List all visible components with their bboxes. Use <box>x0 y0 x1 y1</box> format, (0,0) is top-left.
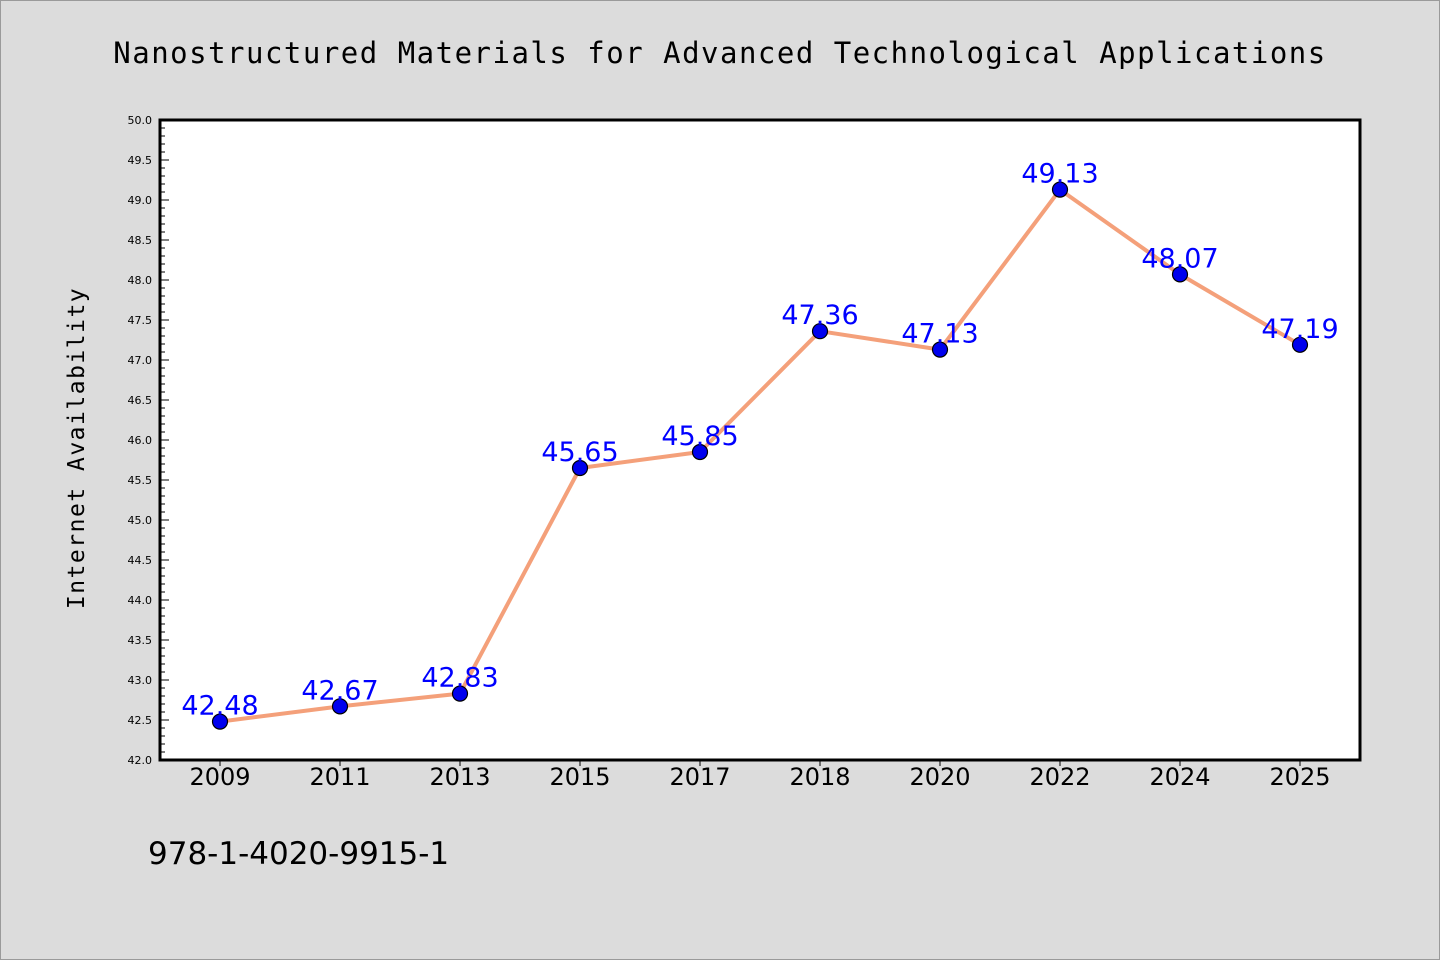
y-tick-label: 43.0 <box>128 674 153 687</box>
x-tick-label: 2024 <box>1149 763 1210 791</box>
x-tick-label: 2022 <box>1029 763 1090 791</box>
data-label: 47.13 <box>901 319 978 350</box>
x-tick-label: 2015 <box>549 763 610 791</box>
y-tick-label: 49.5 <box>128 154 153 167</box>
y-tick-label: 50.0 <box>128 114 153 127</box>
x-tick-label: 2018 <box>789 763 850 791</box>
data-point <box>691 443 709 461</box>
plot-area <box>158 118 1362 762</box>
data-label: 45.65 <box>541 437 618 468</box>
x-tick-label: 2009 <box>189 763 250 791</box>
y-axis-ticks: 42.0 42.5 43.0 43.5 44.0 44.5 45.0 45.5 46.0 46.5… <box>128 114 169 767</box>
series-line-group <box>218 187 1302 724</box>
x-tick-label: 2020 <box>909 763 970 791</box>
footer-isbn-text: 978-1-4020-9915-1 <box>148 836 449 872</box>
data-point <box>1171 266 1189 283</box>
data-point <box>331 698 349 715</box>
y-tick-label: 44.5 <box>128 554 153 567</box>
data-label: 49.13 <box>1021 159 1098 190</box>
y-tick-label: 45.5 <box>128 474 153 487</box>
y-tick-label: 47.0 <box>128 354 153 367</box>
y-tick-label: 42.0 <box>128 754 153 767</box>
x-tick-label: 2013 <box>429 763 490 791</box>
series-markers-group <box>211 181 1309 730</box>
y-tick-label: 44.0 <box>128 594 153 607</box>
x-tick-label: 2017 <box>669 763 730 791</box>
y-tick-label: 49.0 <box>128 194 153 207</box>
data-label: 47.19 <box>1261 314 1338 345</box>
data-labels-group: 42.48 42.67 42.83 45.65 45.85 47.36 47.13 49.13… <box>181 159 1338 722</box>
data-label: 42.83 <box>421 663 498 694</box>
y-tick-label: 48.5 <box>128 234 153 247</box>
data-point <box>1051 181 1069 198</box>
data-point <box>571 459 589 477</box>
x-axis-ticks: 2009 2011 2013 2015 2017 2018 2020 2022 2024 2025 <box>189 760 1331 791</box>
data-point <box>931 341 949 358</box>
data-point <box>811 323 829 340</box>
y-axis-label: Internet Availability <box>64 287 90 609</box>
y-tick-label: 48.0 <box>128 274 153 287</box>
y-tick-label: 46.0 <box>128 434 153 447</box>
y-tick-label: 42.5 <box>128 714 153 727</box>
data-label: 47.36 <box>781 300 858 331</box>
x-tick-label: 2011 <box>309 763 370 791</box>
data-label: 42.67 <box>301 675 378 706</box>
data-point <box>211 713 229 730</box>
y-tick-label: 43.5 <box>128 634 153 647</box>
data-label: 42.48 <box>181 691 258 722</box>
series-line <box>218 187 1302 724</box>
y-tick-label: 46.5 <box>128 394 153 407</box>
y-tick-label: 47.5 <box>128 314 153 327</box>
data-point <box>1291 336 1309 353</box>
y-tick-label: 45.0 <box>128 514 153 527</box>
x-tick-label: 2025 <box>1269 763 1330 791</box>
chart-title: Nanostructured Materials for Advanced Te… <box>113 36 1326 70</box>
data-point <box>451 685 469 702</box>
data-label: 48.07 <box>1141 243 1218 274</box>
data-label: 45.85 <box>661 421 738 452</box>
